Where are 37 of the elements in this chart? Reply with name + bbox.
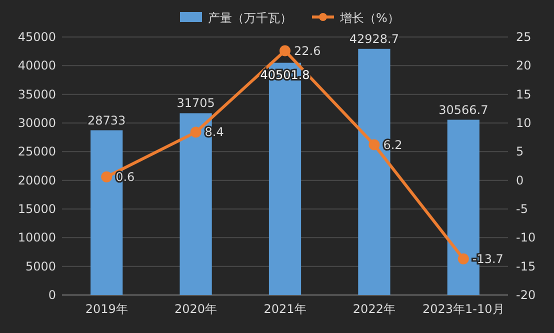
y2-tick-label: -5 (516, 202, 528, 216)
y-tick-label: 30000 (18, 116, 56, 130)
y-tick-label: 45000 (18, 30, 56, 44)
y2-tick-label: 5 (516, 144, 524, 159)
x-tick-label: 2023年1-10月 (422, 302, 504, 316)
data-label: 42928.7 (349, 32, 400, 46)
legend-label: 产量（万千瓦） (208, 11, 292, 25)
point (458, 253, 469, 264)
y2-tick-label: 25 (516, 30, 532, 44)
y-tick-label: 20000 (18, 173, 56, 188)
y-tick-label: 35000 (18, 87, 56, 102)
x-tick-label: 2021年 (264, 302, 306, 316)
x-tick-label: 2020年 (174, 302, 218, 316)
y-tick-label: 0 (48, 288, 56, 302)
point (368, 139, 380, 150)
point (190, 126, 202, 138)
legend-label: 增长（%） (339, 11, 400, 25)
data-label: 22.6 (294, 44, 321, 58)
y2-tick-label: -15 (516, 259, 536, 274)
data-label: 31705 (176, 96, 215, 110)
data-label: 30566.7 (438, 102, 488, 117)
y-tick-label: 15000 (18, 202, 56, 216)
point (280, 45, 290, 56)
y-tick-label: 40000 (18, 58, 56, 73)
y-tick-label: 25000 (18, 144, 56, 159)
y2-tick-label: -10 (516, 230, 536, 245)
y-tick-label: 5000 (25, 259, 56, 274)
data-label: 28733 (88, 113, 126, 128)
x-tick-label: 2019年 (85, 302, 128, 316)
y2-tick-label: 15 (516, 87, 532, 102)
x-tick-label: 2022年 (352, 302, 396, 316)
y2-tick-label: 20 (516, 58, 532, 73)
y2-tick-label: 0 (516, 173, 524, 188)
point (101, 171, 112, 182)
y2-tick-label: 10 (516, 116, 532, 130)
y-tick-label: 10000 (18, 230, 56, 245)
y2-tick-label: -20 (516, 288, 536, 302)
